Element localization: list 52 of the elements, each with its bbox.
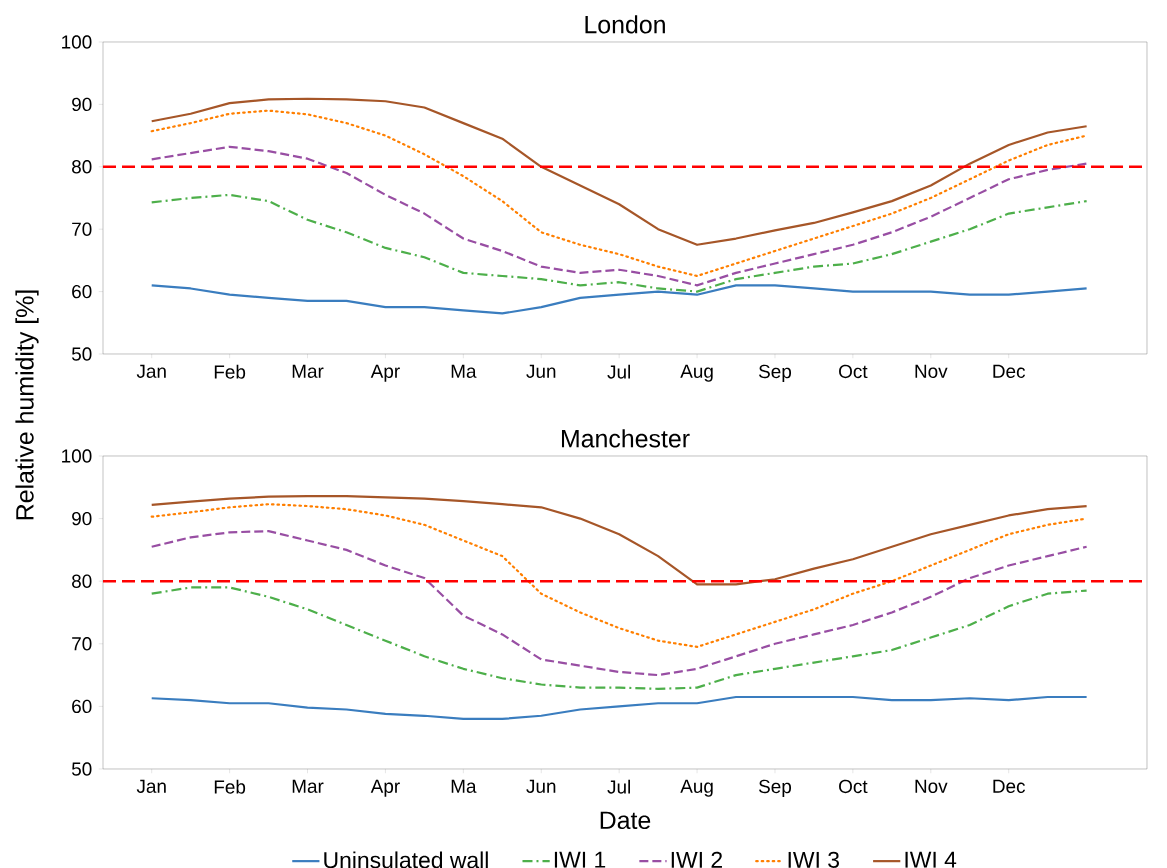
- x-tick-label: Dec: [993, 779, 1026, 793]
- line-series: [150, 97, 1088, 246]
- x-tick-label: Jan: [136, 364, 166, 378]
- x-tick-label: Feb: [214, 364, 246, 379]
- legend-label: IWI 2: [671, 851, 722, 868]
- line-series: [150, 193, 1088, 293]
- legend-label: IWI 3: [788, 851, 839, 868]
- line-series: [150, 145, 1088, 287]
- x-tick-label: Dec: [993, 364, 1026, 378]
- x-tick-label: Ma: [451, 779, 477, 793]
- y-tick-label: 80: [72, 574, 92, 588]
- x-tick-label: Feb: [214, 779, 246, 794]
- y-tick-label: 80: [72, 160, 92, 174]
- x-tick-label: Mar: [292, 779, 324, 793]
- line-series: [150, 109, 1088, 278]
- legend-label: IWI 4: [905, 851, 957, 868]
- x-tick-label: Nov: [915, 364, 948, 378]
- x-tick-label: Sep: [759, 364, 792, 382]
- chart-title: London: [585, 15, 665, 34]
- y-tick-label: 100: [62, 449, 92, 463]
- x-tick-label: Sep: [759, 779, 792, 797]
- line-series: [150, 530, 1088, 677]
- y-tick-label: 60: [72, 699, 92, 714]
- y-axis-title: Relative humidity [%]: [15, 290, 39, 520]
- x-tick-label: Jul: [607, 779, 630, 794]
- y-tick-label: 100: [62, 35, 92, 49]
- x-tick-label: Nov: [915, 779, 948, 793]
- x-axis-title: Date: [600, 811, 651, 830]
- y-tick-label: 60: [72, 284, 92, 299]
- x-tick-label: Apr: [370, 779, 400, 797]
- x-tick-label: Aug: [680, 364, 713, 382]
- y-tick-label: 50: [71, 347, 92, 361]
- x-tick-label: Oct: [839, 364, 868, 379]
- x-tick-label: Oct: [839, 779, 868, 794]
- legend-label: Uninsulated wall: [324, 851, 488, 868]
- line-series: [150, 494, 1088, 586]
- y-tick-label: 90: [72, 511, 92, 526]
- x-tick-label: Jan: [136, 779, 166, 793]
- x-tick-label: Aug: [680, 779, 713, 797]
- y-tick-label: 90: [72, 97, 92, 112]
- x-tick-label: Jun: [526, 364, 556, 378]
- x-tick-label: Mar: [292, 364, 324, 378]
- legend-label: IWI 1: [554, 851, 606, 868]
- x-tick-label: Jun: [526, 779, 556, 793]
- x-tick-label: Ma: [451, 364, 477, 378]
- y-tick-label: 50: [71, 762, 92, 776]
- chart-title: Manchester: [561, 429, 690, 448]
- y-tick-label: 70: [72, 222, 92, 236]
- y-tick-label: 70: [72, 637, 92, 651]
- x-tick-label: Jul: [607, 364, 630, 379]
- line-series: [150, 586, 1088, 690]
- x-tick-label: Apr: [370, 364, 400, 382]
